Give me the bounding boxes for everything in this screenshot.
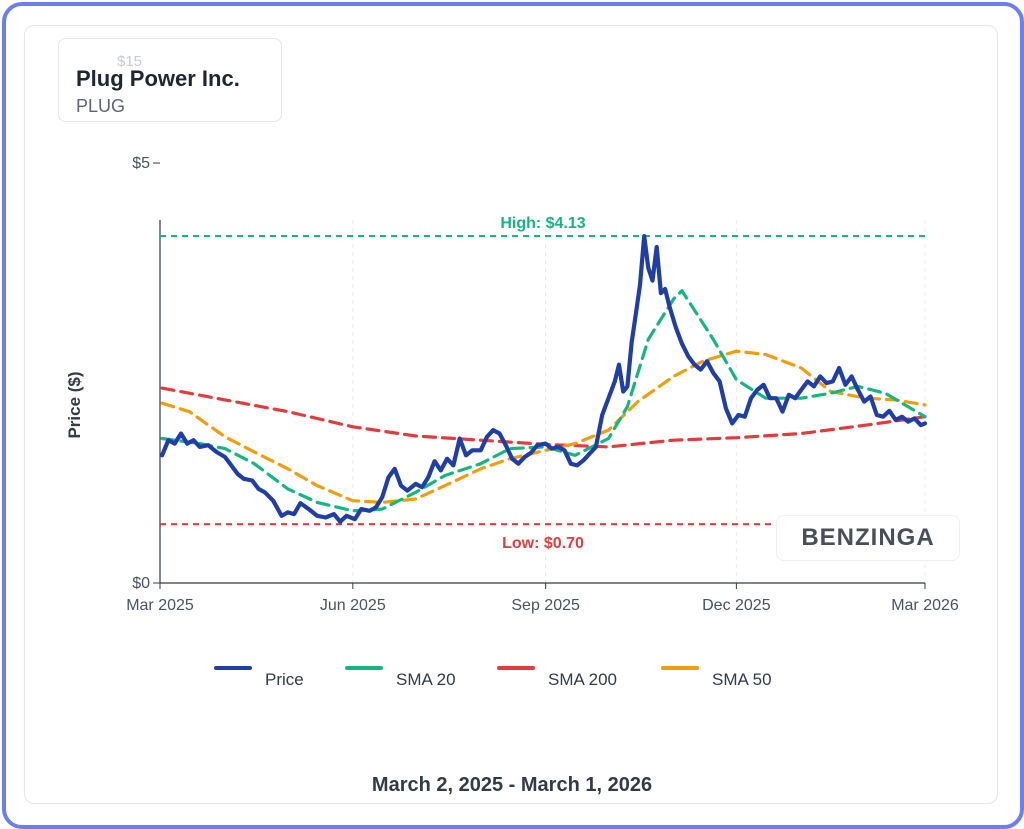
stock-header-card [58,38,282,122]
legend-label-sma20: SMA 20 [396,670,456,689]
y-axis-label: Price ($) [65,371,84,439]
series-line-sma200 [160,386,927,449]
ticker-symbol: PLUG [76,96,126,116]
low-label: Low: $0.70 [502,535,584,552]
legend-label-sma200: SMA 200 [548,670,617,689]
y-tick-label: $5 [132,155,150,172]
chart-card [24,25,998,804]
x-tick-label: Sep 2025 [511,597,580,614]
legend-swatch-sma200 [497,666,535,670]
x-tick-label: Mar 2026 [891,597,959,614]
high-label: High: $4.13 [500,215,585,232]
series-line-price [160,234,928,524]
ghost-price-label: $15 [117,53,143,70]
benzinga-watermark: BENZINGA [776,515,960,561]
x-tick-label: Jun 2025 [320,597,386,614]
legend-label-sma50: SMA 50 [712,670,772,689]
chart-legend: Price SMA 20 SMA 200 SMA 50 [0,662,1024,692]
series-line-sma50 [160,349,927,504]
legend-swatch-sma20 [345,666,383,670]
date-range-caption: March 2, 2025 - March 1, 2026 [371,774,653,796]
x-tick-label: Mar 2025 [126,597,194,614]
legend-label-price: Price [265,670,304,689]
x-tick-label: Dec 2025 [702,597,771,614]
series-line-sma20 [160,289,927,513]
legend-swatch-sma50 [661,666,699,670]
y-tick-label: $0 [132,575,150,592]
company-name: Plug Power Inc. [76,66,240,91]
legend-swatch-price [214,666,252,670]
